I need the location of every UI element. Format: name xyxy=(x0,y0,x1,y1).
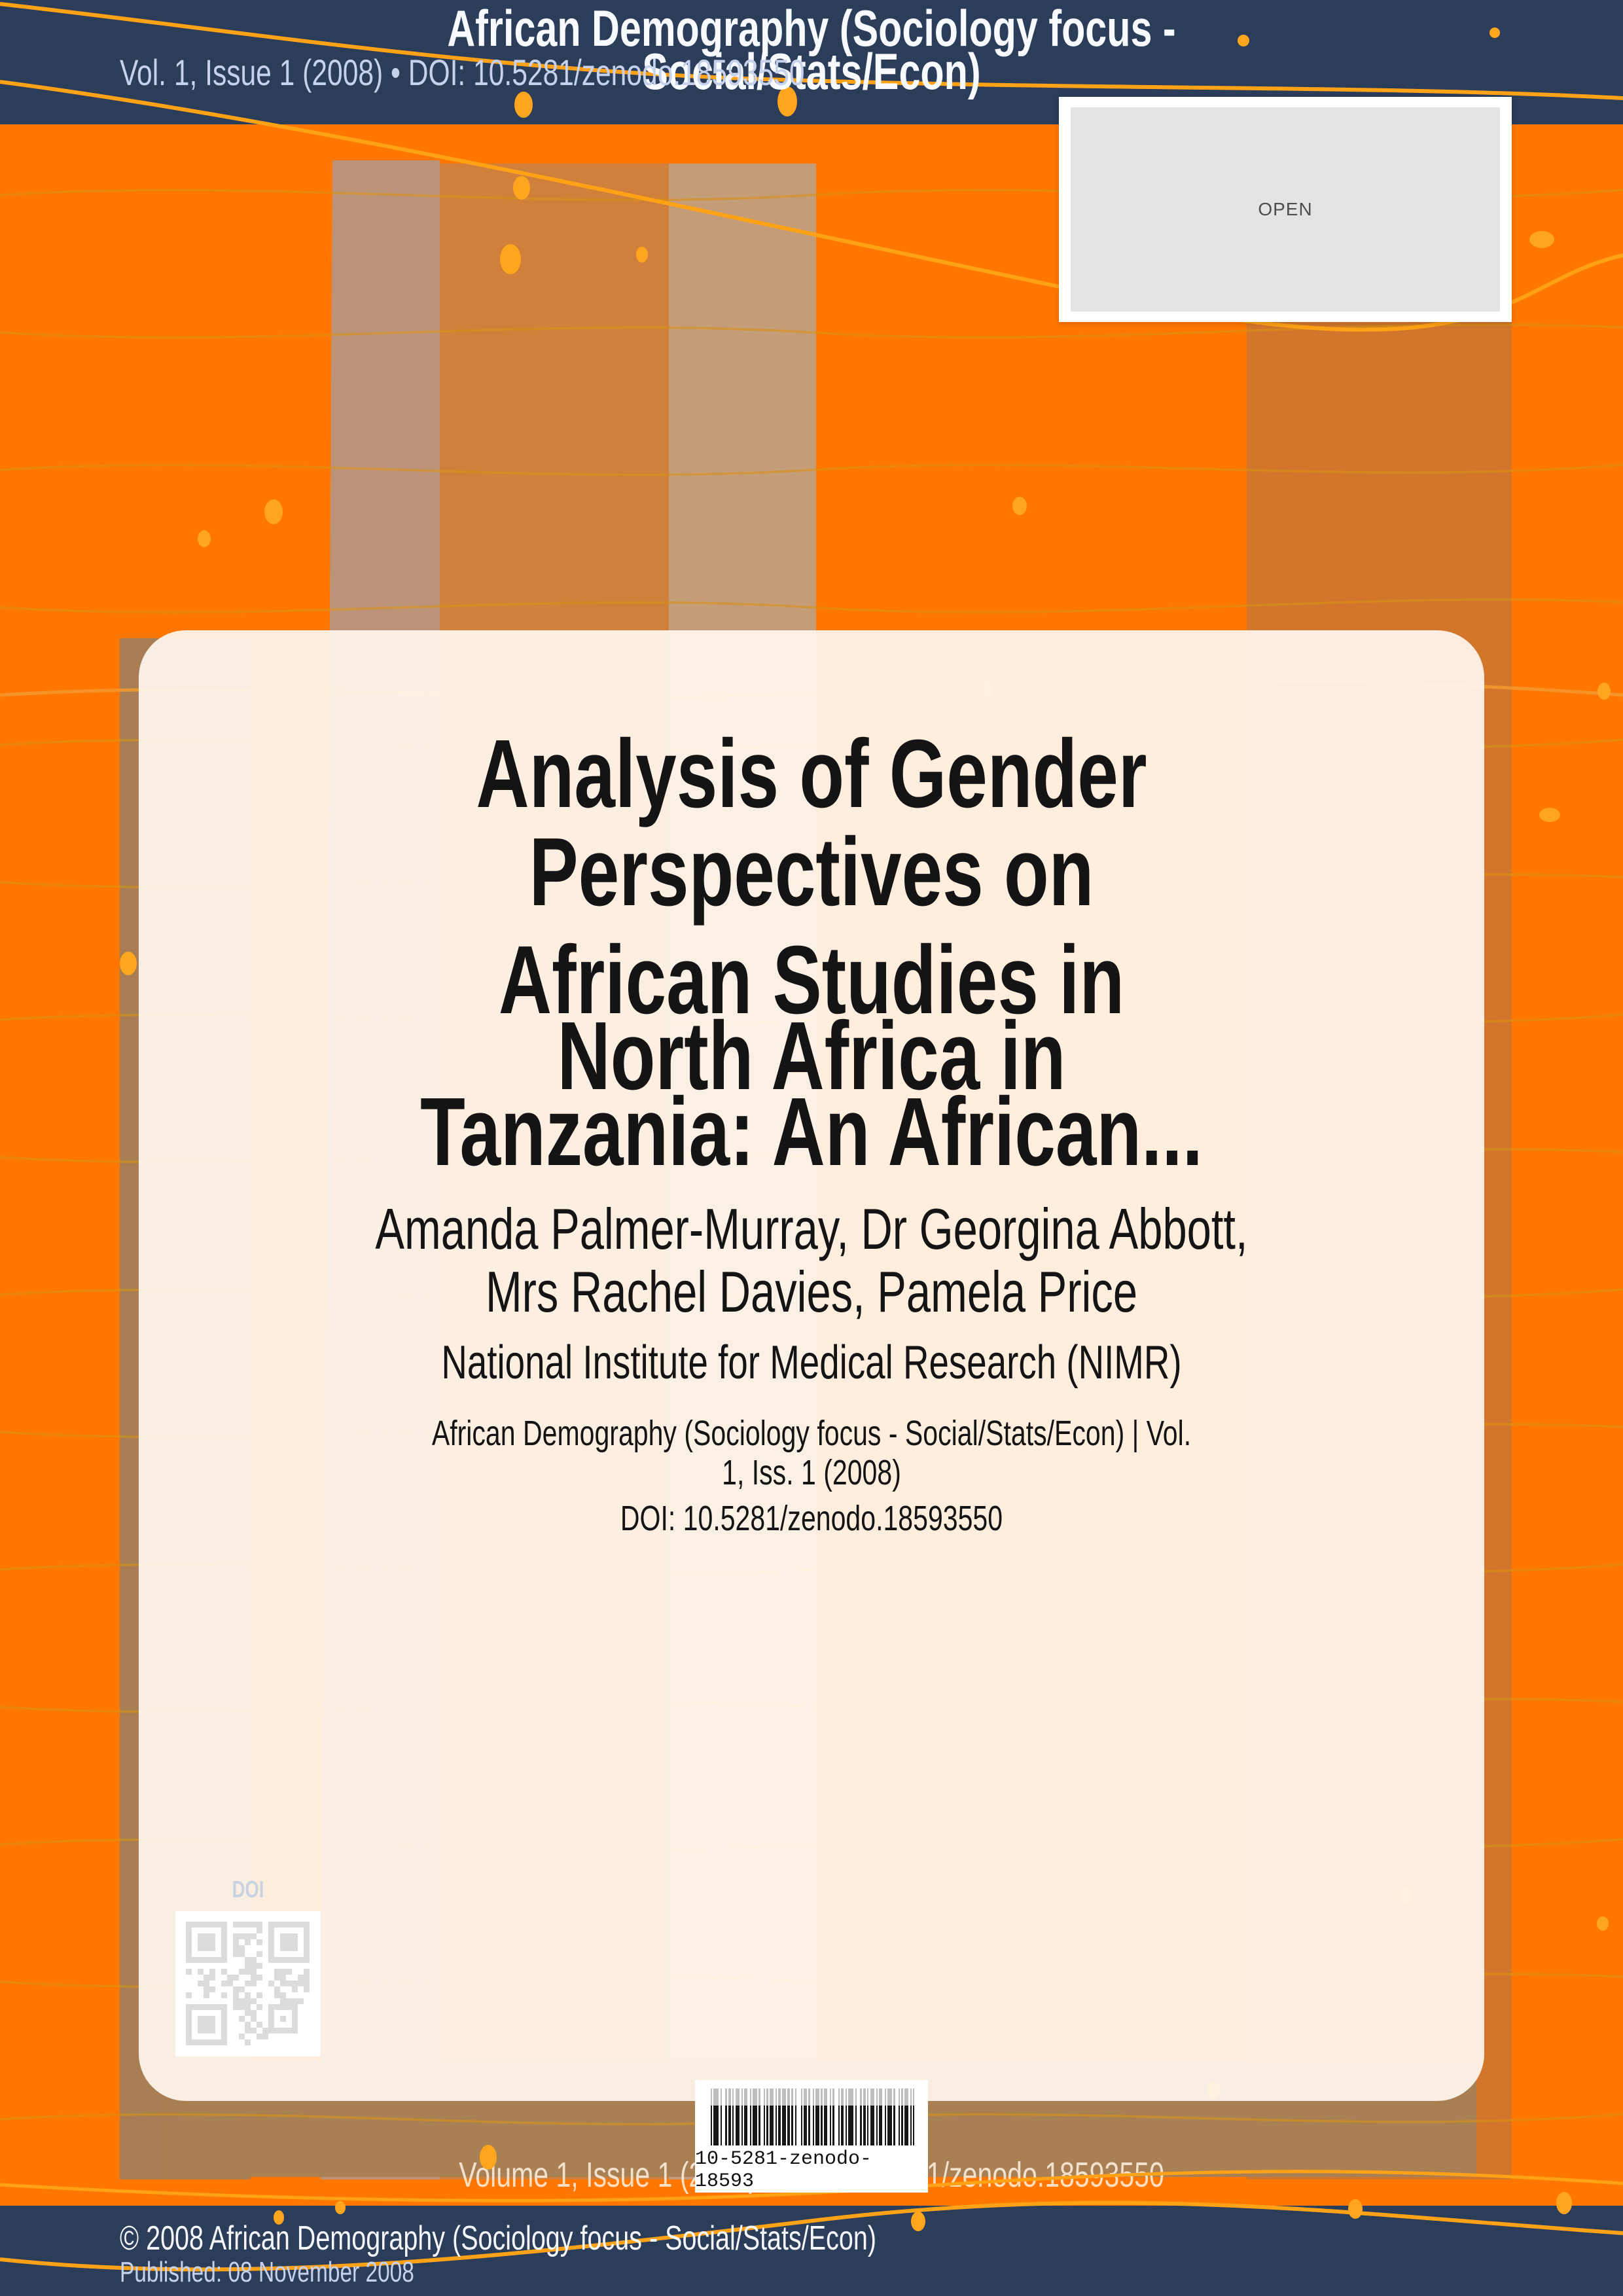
decorative-dot xyxy=(198,530,211,547)
decorative-dot xyxy=(1348,2199,1363,2219)
footer-copyright: © 2008 African Demography (Sociology foc… xyxy=(120,2219,877,2257)
decorative-dot xyxy=(335,2201,346,2214)
title-line: African Studies in xyxy=(498,926,1125,1034)
journal-issue-meta: Vol. 1, Issue 1 (2008) • DOI: 10.5281/ze… xyxy=(120,52,805,93)
authors-line: Amanda Palmer-Murray, Dr Georgina Abbott… xyxy=(375,1196,1248,1261)
title-line: Analysis of Gender xyxy=(476,720,1147,828)
decorative-dot xyxy=(1597,683,1611,700)
article-affiliation: National Institute for Medical Research … xyxy=(441,1336,1182,1389)
journal-reference-line: African Demography (Sociology focus - So… xyxy=(431,1414,1192,1453)
title-line: Tanzania: An African... xyxy=(420,1078,1203,1186)
title-line: Perspectives on xyxy=(529,818,1094,926)
decorative-dot xyxy=(500,244,521,274)
decorative-dot xyxy=(636,247,648,262)
decorative-dot xyxy=(480,2145,497,2170)
article-authors: Amanda Palmer-Murray, Dr Georgina Abbott… xyxy=(300,1198,1323,1323)
open-access-badge-inner: OPEN xyxy=(1071,107,1500,312)
decorative-dot xyxy=(514,92,533,118)
article-title-part2: African Studies in North Africa in Tanza… xyxy=(300,926,1323,1186)
barcode-bars xyxy=(709,2089,914,2145)
article-doi: DOI: 10.5281/zenodo.18593550 xyxy=(620,1499,1003,1538)
journal-reference-line: 1, Iss. 1 (2008) xyxy=(722,1453,901,1492)
decorative-dot xyxy=(1529,231,1554,248)
decorative-dot xyxy=(1489,27,1500,38)
barcode-text: 10-5281-zenodo-18593 xyxy=(695,2148,872,2193)
article-card: Analysis of Gender Perspectives on Afric… xyxy=(139,630,1484,2101)
decorative-dot xyxy=(264,499,283,524)
decorative-dot xyxy=(1556,2192,1572,2214)
article-title-part1: Analysis of Gender Perspectives on xyxy=(300,725,1323,922)
decorative-dot xyxy=(120,952,137,975)
decorative-dot xyxy=(1539,808,1560,822)
footer-published-date: Published: 08 November 2008 xyxy=(120,2256,414,2288)
doi-qr-code xyxy=(175,1911,321,2056)
open-access-label: OPEN xyxy=(1258,199,1313,219)
decorative-dot xyxy=(1597,1916,1609,1931)
open-access-badge: OPEN xyxy=(1059,97,1512,322)
journal-reference: African Demography (Sociology focus - So… xyxy=(300,1414,1323,1492)
decorative-dot xyxy=(1012,497,1027,515)
issue-barcode: 10-5281-zenodo-18593 xyxy=(695,2080,928,2193)
authors-line: Mrs Rachel Davies, Pamela Price xyxy=(485,1259,1138,1324)
qr-code-label: DOI xyxy=(232,1876,264,1903)
decorative-dot xyxy=(513,176,530,200)
decorative-dot xyxy=(911,2212,925,2231)
